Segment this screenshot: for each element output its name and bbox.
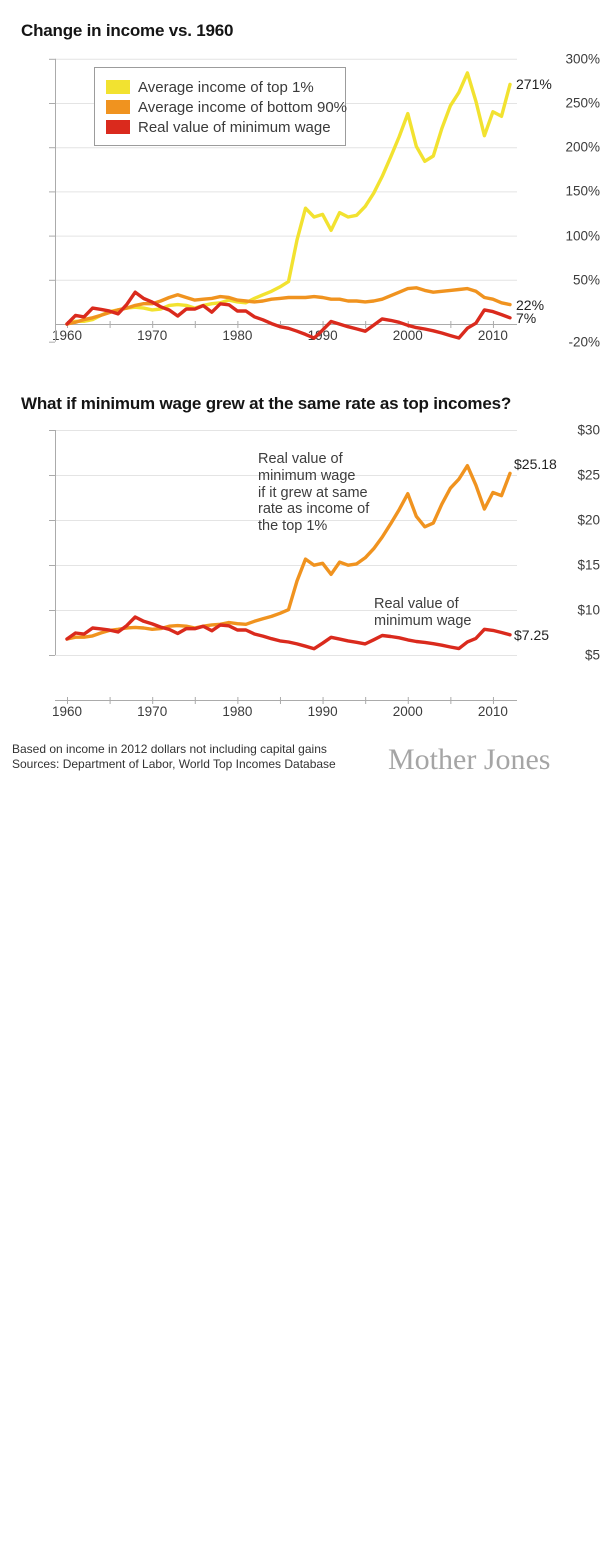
chart1-y-axis-labels: 300% 250% 200% 150% 100% 50% -20% bbox=[0, 0, 600, 784]
legend-label-minwage: Real value of minimum wage bbox=[138, 118, 331, 136]
line-chart1-series1 bbox=[65, 71, 512, 326]
line-chart1-series3 bbox=[65, 290, 512, 340]
legend-item-top1: Average income of top 1% bbox=[106, 77, 335, 97]
line-chart2-series1 bbox=[65, 464, 512, 641]
y-tick-label: 200% bbox=[565, 139, 600, 155]
y-tick-label: 150% bbox=[565, 183, 600, 199]
chart2-annotation-real-value: Real value of minimum wage bbox=[374, 596, 472, 629]
end-label-top1: 271% bbox=[516, 76, 552, 93]
y-tick-label: $25 bbox=[577, 467, 600, 483]
footer-note: Based on income in 2012 dollars not incl… bbox=[12, 742, 327, 756]
x-tick-label: 2000 bbox=[392, 704, 423, 719]
x-tick-label: 2010 bbox=[477, 328, 508, 343]
y-tick-label: $15 bbox=[577, 557, 600, 573]
line-chart2-series2 bbox=[65, 615, 512, 651]
y-tick-label: $10 bbox=[577, 602, 600, 618]
y-tick-label: $5 bbox=[584, 647, 600, 663]
line-chart1-series2 bbox=[65, 286, 512, 326]
x-tick-label: 2000 bbox=[392, 328, 423, 343]
x-tick-label: 1980 bbox=[222, 328, 253, 343]
end-label-minwage-real: $7.25 bbox=[514, 626, 550, 643]
x-tick-label: 1980 bbox=[222, 704, 253, 719]
end-label-bottom90: 22% bbox=[516, 296, 545, 313]
mother-jones-logo: Mother Jones bbox=[388, 743, 551, 776]
y-tick-label: 300% bbox=[565, 51, 600, 67]
x-tick-label: 1970 bbox=[137, 328, 168, 343]
legend-item-minwage: Real value of minimum wage bbox=[106, 117, 335, 137]
chart1-legend: Average income of top 1% Average income … bbox=[94, 67, 347, 146]
x-tick-label: 1960 bbox=[51, 328, 83, 343]
chart1-title: Change in income vs. 1960 bbox=[21, 21, 234, 41]
chart2-title: What if minimum wage grew at the same ra… bbox=[21, 394, 512, 414]
charts-canvas bbox=[49, 58, 517, 704]
legend-swatch-minwage bbox=[106, 120, 130, 134]
x-tick-label: 1970 bbox=[137, 704, 168, 719]
y-tick-label: $30 bbox=[577, 422, 600, 438]
y-tick-label: 50% bbox=[572, 272, 600, 288]
x-tick-label: 1960 bbox=[51, 704, 83, 719]
x-tick-label: 2010 bbox=[477, 704, 508, 719]
legend-item-bottom90: Average income of bottom 90% bbox=[106, 97, 347, 117]
y-tick-label: $20 bbox=[577, 512, 600, 528]
end-label-minwage-as-top1: $25.18 bbox=[514, 456, 557, 473]
end-label-minwage: 7% bbox=[516, 309, 537, 326]
y-tick-label: 250% bbox=[565, 95, 600, 111]
legend-swatch-bottom90 bbox=[106, 100, 130, 114]
y-tick-label: 100% bbox=[565, 228, 600, 244]
legend-swatch-top1 bbox=[106, 80, 130, 94]
y-tick-label: -20% bbox=[568, 334, 600, 350]
footer-sources: Sources: Department of Labor, World Top … bbox=[12, 757, 336, 771]
legend-label-top1: Average income of top 1% bbox=[138, 78, 314, 96]
chart1-x-axis-labels: 1960 1970 1980 1990 2000 2010 bbox=[0, 328, 600, 1568]
x-tick-label: 1990 bbox=[307, 704, 338, 719]
chart2-annotation-if-grew: Real value of minimum wage if it grew at… bbox=[258, 451, 370, 535]
legend-label-bottom90: Average income of bottom 90% bbox=[138, 98, 348, 116]
